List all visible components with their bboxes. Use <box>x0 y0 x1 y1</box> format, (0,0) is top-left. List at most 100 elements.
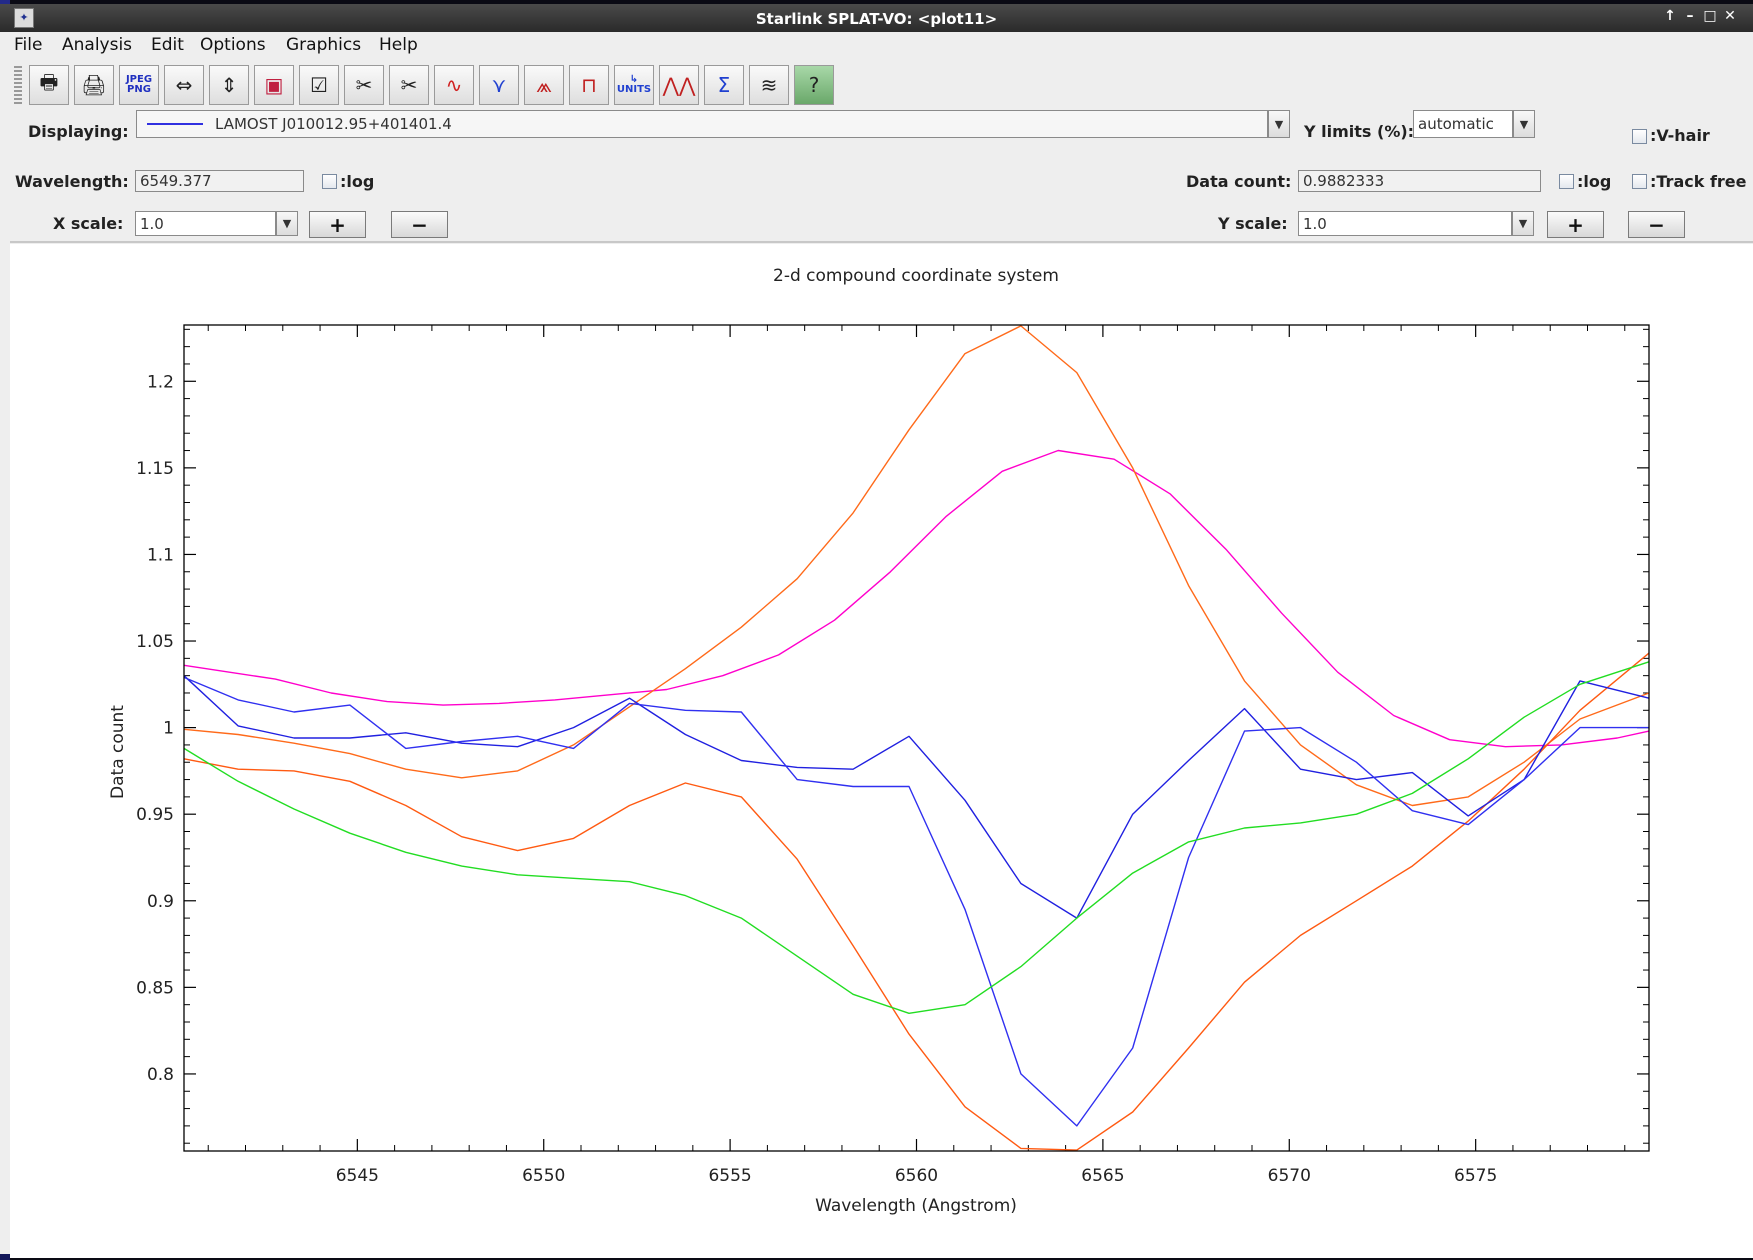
smooth-icon: ∿ <box>445 73 463 97</box>
splat-plot-window: ✦ Starlink SPLAT-VO: <plot11> ↑ – □ ✕ File … <box>0 4 1753 1258</box>
menu-options[interactable]: Options <box>200 35 266 55</box>
chart-title: 2-d compound coordinate system <box>773 266 1059 286</box>
wavelength-field[interactable]: 6549.377 <box>135 170 304 192</box>
ylimits-label: Y limits (%): <box>1304 122 1415 141</box>
cut-region-icon: ✂ <box>400 73 418 97</box>
menu-graphics[interactable]: Graphics <box>286 35 362 55</box>
xscale-combo[interactable]: 1.0 <box>135 211 276 236</box>
raise-window-icon[interactable]: ↑ <box>1664 8 1682 24</box>
filter-button[interactable]: ⊓ <box>569 65 609 105</box>
vhair-label: :V-hair <box>1650 126 1710 145</box>
y-tick-label: 0.9 <box>147 892 174 912</box>
multi-spectra-button[interactable]: ≋ <box>749 65 789 105</box>
minus-icon: − <box>411 212 428 237</box>
fit-width-icon: ⇔ <box>175 73 193 97</box>
line-identify-icon: ⋀⋀ <box>662 73 696 97</box>
cut-button[interactable]: ✂ <box>344 65 384 105</box>
fit-height-icon: ⇕ <box>220 73 238 97</box>
menu-edit[interactable]: Edit <box>151 35 184 55</box>
trackfree-checkbox[interactable] <box>1632 174 1647 189</box>
axis-ticks: 6545 6550 6555 6560 6565 6570 6575 0.8 0.85 0.9 0.… <box>136 325 1649 1186</box>
displaying-combo[interactable]: LAMOST J010012.95+401401.4 <box>136 110 1268 138</box>
xscale-value: 1.0 <box>140 214 164 233</box>
units-button[interactable]: ↳ UNITS <box>614 65 654 105</box>
maximize-icon[interactable]: □ <box>1703 8 1723 24</box>
chevron-down-icon: ▼ <box>1274 117 1284 131</box>
stack-button[interactable]: ⋎ <box>479 65 519 105</box>
select-list-button[interactable]: ☑ <box>299 65 339 105</box>
yscale-combo[interactable]: 1.0 <box>1298 211 1512 236</box>
displaying-value: LAMOST J010012.95+401401.4 <box>215 115 452 133</box>
trackfree-label: :Track free <box>1650 172 1747 191</box>
xscale-plus-button[interactable]: + <box>309 211 366 238</box>
units-icon: ↳ UNITS <box>616 74 652 95</box>
statistics-button[interactable]: Σ <box>704 65 744 105</box>
x-log-label: :log <box>340 172 375 191</box>
x-log-checkbox[interactable] <box>322 174 337 189</box>
smooth-button[interactable]: ∿ <box>434 65 474 105</box>
y-log-checkbox[interactable] <box>1559 174 1574 189</box>
displaying-label: Displaying: <box>28 122 129 141</box>
x-tick-label: 6550 <box>522 1166 565 1186</box>
x-tick-label: 6545 <box>336 1166 379 1186</box>
displaying-dropdown-button[interactable]: ▼ <box>1268 110 1290 138</box>
minimize-icon[interactable]: – <box>1686 8 1700 24</box>
xscale-minus-button[interactable]: − <box>391 211 448 238</box>
filter-icon: ⊓ <box>581 73 597 97</box>
menu-file[interactable]: File <box>14 35 43 55</box>
window-controls: ↑ – □ ✕ <box>1663 8 1743 24</box>
x-tick-label: 6560 <box>895 1166 938 1186</box>
spectrum-series-line <box>183 676 1649 1127</box>
export-image-button[interactable]: JPEG PNG <box>119 65 159 105</box>
yscale-plus-button[interactable]: + <box>1547 211 1604 238</box>
yscale-label: Y scale: <box>1218 214 1288 233</box>
ylimits-dropdown-button[interactable]: ▼ <box>1513 110 1535 138</box>
y-tick-label: 1.15 <box>136 459 174 479</box>
spectrum-series-line <box>183 449 1650 748</box>
help-icon: ? <box>808 73 820 97</box>
ylimits-combo[interactable]: automatic <box>1413 110 1513 138</box>
series-group <box>183 325 1650 1151</box>
yscale-dropdown-button[interactable]: ▼ <box>1512 211 1534 236</box>
print-postscript-icon: 🖨 <box>81 73 107 97</box>
fit-width-button[interactable]: ⇔ <box>164 65 204 105</box>
y-tick-label: 1.05 <box>136 632 174 652</box>
close-icon[interactable]: ✕ <box>1724 8 1742 24</box>
menu-help[interactable]: Help <box>379 35 418 55</box>
y-tick-label: 1 <box>163 719 174 739</box>
chevron-down-icon: ▼ <box>1519 117 1529 131</box>
xscale-dropdown-button[interactable]: ▼ <box>276 211 298 236</box>
plus-icon: + <box>329 212 346 237</box>
vhair-checkbox[interactable] <box>1632 129 1647 144</box>
line-identify-button[interactable]: ⋀⋀ <box>659 65 699 105</box>
y-tick-label: 0.95 <box>136 805 174 825</box>
cut-icon: ✂ <box>355 73 373 97</box>
wavelength-value: 6549.377 <box>140 172 212 190</box>
plot-canvas[interactable]: 2-d compound coordinate system Wavelengt… <box>10 244 1753 1258</box>
toolbar-grip[interactable] <box>14 66 22 104</box>
x-axis-label: Wavelength (Angstrom) <box>815 1196 1017 1216</box>
stack-icon: ⋎ <box>491 73 507 97</box>
xscale-label: X scale: <box>53 214 124 233</box>
help-button[interactable]: ? <box>794 65 834 105</box>
wavelength-label: Wavelength: <box>15 172 129 191</box>
spectrum-plot[interactable]: 2-d compound coordinate system Wavelengt… <box>10 244 1753 1258</box>
statistics-icon: Σ <box>717 73 731 97</box>
print-button[interactable]: 🖶 <box>29 65 69 105</box>
line-fit-button[interactable]: ⩕ <box>524 65 564 105</box>
toolbar: 🖶 🖨 JPEG PNG ⇔ ⇕ ▣ ☑ ✂ ✂ ∿ ⋎ ⩕ ⊓ ↳ UNITS ⋀… <box>0 60 1753 110</box>
print-postscript-button[interactable]: 🖨 <box>74 65 114 105</box>
zoom-region-button[interactable]: ▣ <box>254 65 294 105</box>
datacount-field[interactable]: 0.9882333 <box>1298 170 1541 192</box>
chevron-down-icon: ▼ <box>1518 217 1528 230</box>
chevron-down-icon: ▼ <box>282 217 292 230</box>
title-bar[interactable]: ✦ Starlink SPLAT-VO: <plot11> ↑ – □ ✕ <box>0 4 1753 32</box>
yscale-minus-button[interactable]: − <box>1628 211 1685 238</box>
menu-analysis[interactable]: Analysis <box>62 35 133 55</box>
x-tick-label: 6565 <box>1081 1166 1124 1186</box>
y-tick-label: 1.2 <box>147 372 174 392</box>
y-tick-label: 1.1 <box>147 545 174 565</box>
cut-region-button[interactable]: ✂ <box>389 65 429 105</box>
minus-icon: − <box>1648 212 1665 237</box>
fit-height-button[interactable]: ⇕ <box>209 65 249 105</box>
